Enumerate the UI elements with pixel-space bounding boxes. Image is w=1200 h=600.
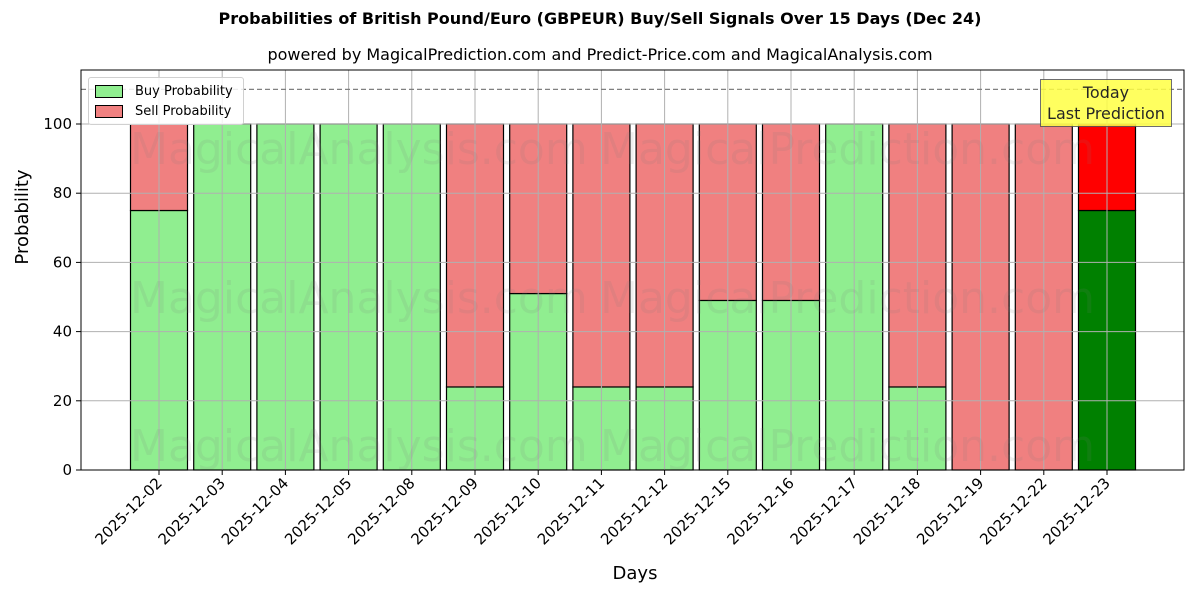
y-tick-label: 100 (43, 115, 72, 133)
x-tick-label: 2025-12-22 (976, 474, 1050, 548)
y-tick-label: 20 (53, 392, 72, 410)
x-tick-label: 2025-12-17 (787, 474, 861, 548)
legend-sell-label: Sell Probability (135, 103, 232, 119)
x-tick-label: 2025-12-23 (1039, 474, 1113, 548)
x-tick-label: 2025-12-03 (155, 474, 229, 548)
x-tick-label: 2025-12-19 (913, 474, 987, 548)
chart-subtitle: powered by MagicalPrediction.com and Pre… (267, 45, 933, 64)
y-tick-label: 60 (53, 253, 72, 271)
watermark: MagicalPrediction.com (600, 273, 1095, 324)
watermark: MagicalAnalysis.com (130, 124, 588, 175)
watermark: MagicalPrediction.com (600, 124, 1095, 175)
legend: Buy Probability Sell Probability (88, 77, 244, 125)
x-tick-label: 2025-12-16 (723, 474, 797, 548)
x-tick-label: 2025-12-12 (597, 474, 671, 548)
chart-title: Probabilities of British Pound/Euro (GBP… (218, 9, 982, 28)
y-tick-label: 0 (62, 461, 72, 479)
x-tick-label: 2025-12-10 (471, 474, 545, 548)
x-tick-label: 2025-12-02 (91, 474, 165, 548)
annotation-line-1: Today (1082, 83, 1130, 102)
today-annotation: Today Last Prediction (1040, 79, 1172, 127)
x-tick-label: 2025-12-04 (218, 474, 292, 548)
legend-item-sell: Sell Probability (95, 102, 231, 120)
legend-buy-label: Buy Probability (135, 83, 233, 99)
buy-swatch-icon (95, 84, 123, 98)
sell-swatch-icon (95, 104, 123, 118)
y-tick-label: 40 (53, 323, 72, 341)
x-tick-label: 2025-12-08 (344, 474, 418, 548)
y-tick-label: 80 (53, 184, 72, 202)
watermark: MagicalAnalysis.com (130, 273, 588, 324)
x-axis-label: Days (612, 563, 658, 584)
x-tick-label: 2025-12-09 (407, 474, 481, 548)
x-tick-label: 2025-12-15 (660, 474, 734, 548)
axes-frame (80, 69, 1185, 471)
annotation-line-2: Last Prediction (1047, 104, 1165, 123)
x-tick-label: 2025-12-05 (281, 474, 355, 548)
watermark: MagicalPrediction.com (600, 421, 1095, 472)
watermark: MagicalAnalysis.com (130, 421, 588, 472)
x-tick-label: 2025-12-11 (534, 474, 608, 548)
x-tick-label: 2025-12-18 (850, 474, 924, 548)
y-axis-label: Probability (12, 169, 33, 265)
legend-item-buy: Buy Probability (95, 82, 233, 100)
